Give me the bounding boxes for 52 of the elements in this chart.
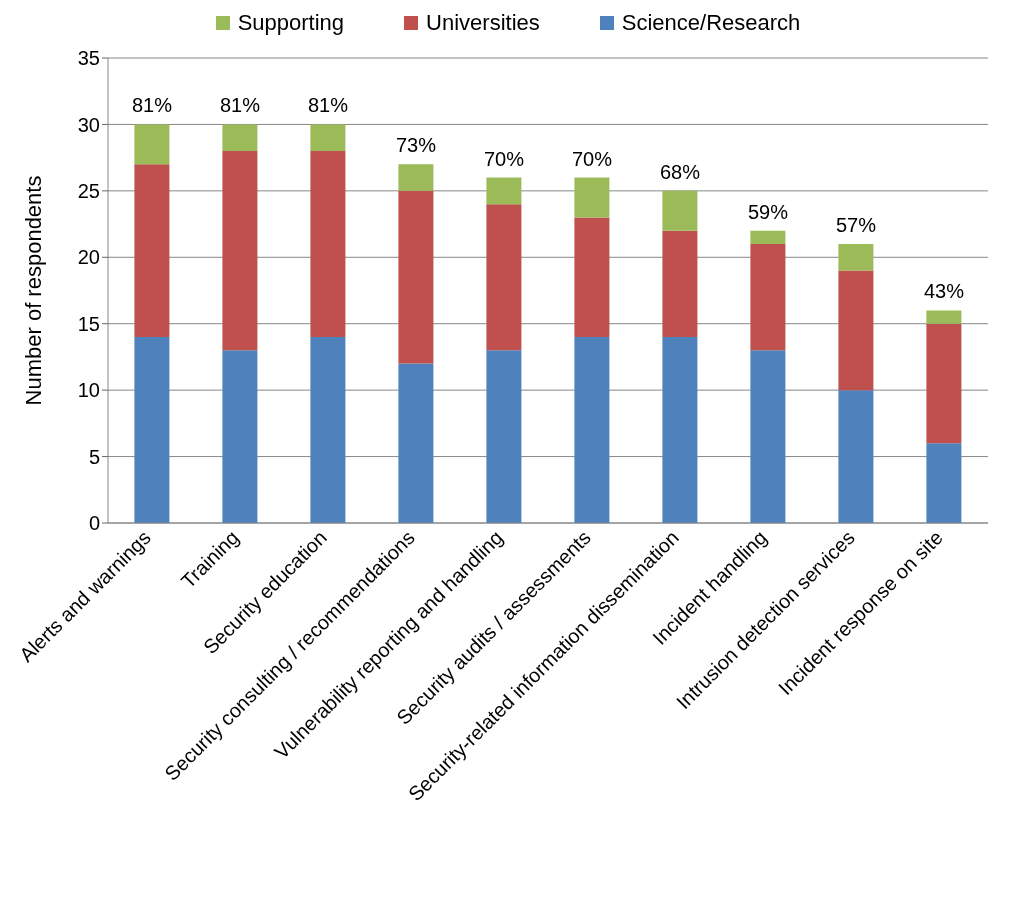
bar <box>750 244 786 351</box>
bar <box>398 363 434 523</box>
bar <box>486 350 522 523</box>
annotation: 70% <box>483 147 525 170</box>
bar <box>134 337 170 523</box>
annotation: 81% <box>307 94 349 117</box>
y-tick-label: 10 <box>77 379 100 402</box>
bar <box>838 244 874 271</box>
y-tick-label: 30 <box>77 113 100 136</box>
bar <box>926 310 962 324</box>
bar <box>662 337 698 523</box>
bar <box>574 337 610 523</box>
bar <box>222 124 258 151</box>
bar <box>310 151 346 337</box>
annotation: 81% <box>219 94 261 117</box>
bar <box>134 164 170 337</box>
annotation: 68% <box>659 160 701 183</box>
bar <box>926 443 962 523</box>
bar <box>926 323 962 444</box>
y-axis-title: Number of respondents <box>20 175 46 406</box>
annotation: 81% <box>131 94 173 117</box>
annotation: 73% <box>395 134 437 157</box>
bar <box>838 270 874 391</box>
y-tick-label: 15 <box>77 312 100 335</box>
y-tick-label: 35 <box>77 47 100 70</box>
annotation: 59% <box>747 200 789 223</box>
bar <box>398 164 434 191</box>
bar <box>398 190 434 364</box>
annotation: 43% <box>923 280 965 303</box>
bar <box>574 217 610 337</box>
bar <box>310 337 346 523</box>
y-tick-label: 25 <box>77 179 100 202</box>
bar <box>222 350 258 523</box>
bar <box>310 124 346 151</box>
bar <box>574 177 610 218</box>
legend-label: Science/Research <box>621 10 801 36</box>
y-tick-label: 0 <box>88 512 100 535</box>
bar <box>486 177 522 205</box>
annotation: 57% <box>835 214 877 236</box>
y-tick-label: 20 <box>77 246 100 269</box>
legend-label: Supporting <box>237 10 345 36</box>
bar <box>662 230 698 337</box>
bar <box>662 190 698 231</box>
annotation: 70% <box>571 147 613 170</box>
bar <box>134 124 170 165</box>
bar <box>222 151 258 351</box>
bar <box>838 390 874 523</box>
bar <box>750 230 786 244</box>
legend-label: Universities <box>426 10 540 36</box>
bar <box>486 204 522 351</box>
bar <box>750 350 786 523</box>
y-tick-label: 5 <box>88 445 100 468</box>
